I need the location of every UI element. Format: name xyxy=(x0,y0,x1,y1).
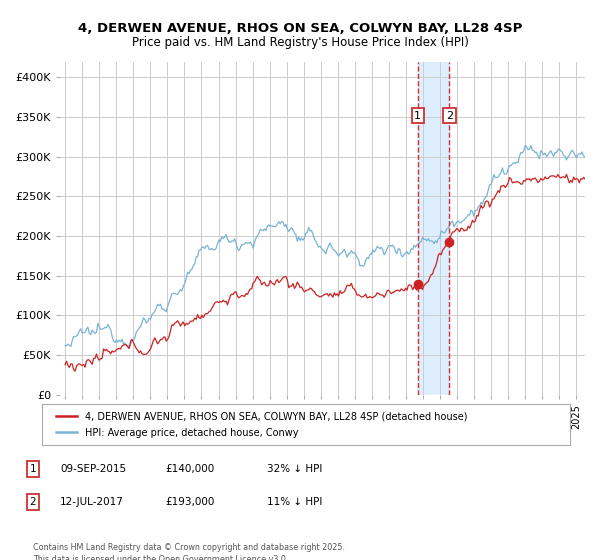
Legend: 4, DERWEN AVENUE, RHOS ON SEA, COLWYN BAY, LL28 4SP (detached house), HPI: Avera: 4, DERWEN AVENUE, RHOS ON SEA, COLWYN BA… xyxy=(52,408,472,442)
Bar xyxy=(418,62,449,395)
Text: 2: 2 xyxy=(446,110,453,120)
Text: £193,000: £193,000 xyxy=(165,497,214,507)
Text: 32% ↓ HPI: 32% ↓ HPI xyxy=(267,464,322,474)
Text: 4, DERWEN AVENUE, RHOS ON SEA, COLWYN BAY, LL28 4SP: 4, DERWEN AVENUE, RHOS ON SEA, COLWYN BA… xyxy=(78,22,522,35)
Text: 12-JUL-2017: 12-JUL-2017 xyxy=(60,497,124,507)
Text: 09-SEP-2015: 09-SEP-2015 xyxy=(60,464,126,474)
Text: £140,000: £140,000 xyxy=(165,464,214,474)
Text: 1: 1 xyxy=(29,464,37,474)
Text: Price paid vs. HM Land Registry's House Price Index (HPI): Price paid vs. HM Land Registry's House … xyxy=(131,36,469,49)
Text: 11% ↓ HPI: 11% ↓ HPI xyxy=(267,497,322,507)
Text: 1: 1 xyxy=(414,110,421,120)
Text: Contains HM Land Registry data © Crown copyright and database right 2025.
This d: Contains HM Land Registry data © Crown c… xyxy=(33,543,345,560)
Text: 2: 2 xyxy=(29,497,37,507)
